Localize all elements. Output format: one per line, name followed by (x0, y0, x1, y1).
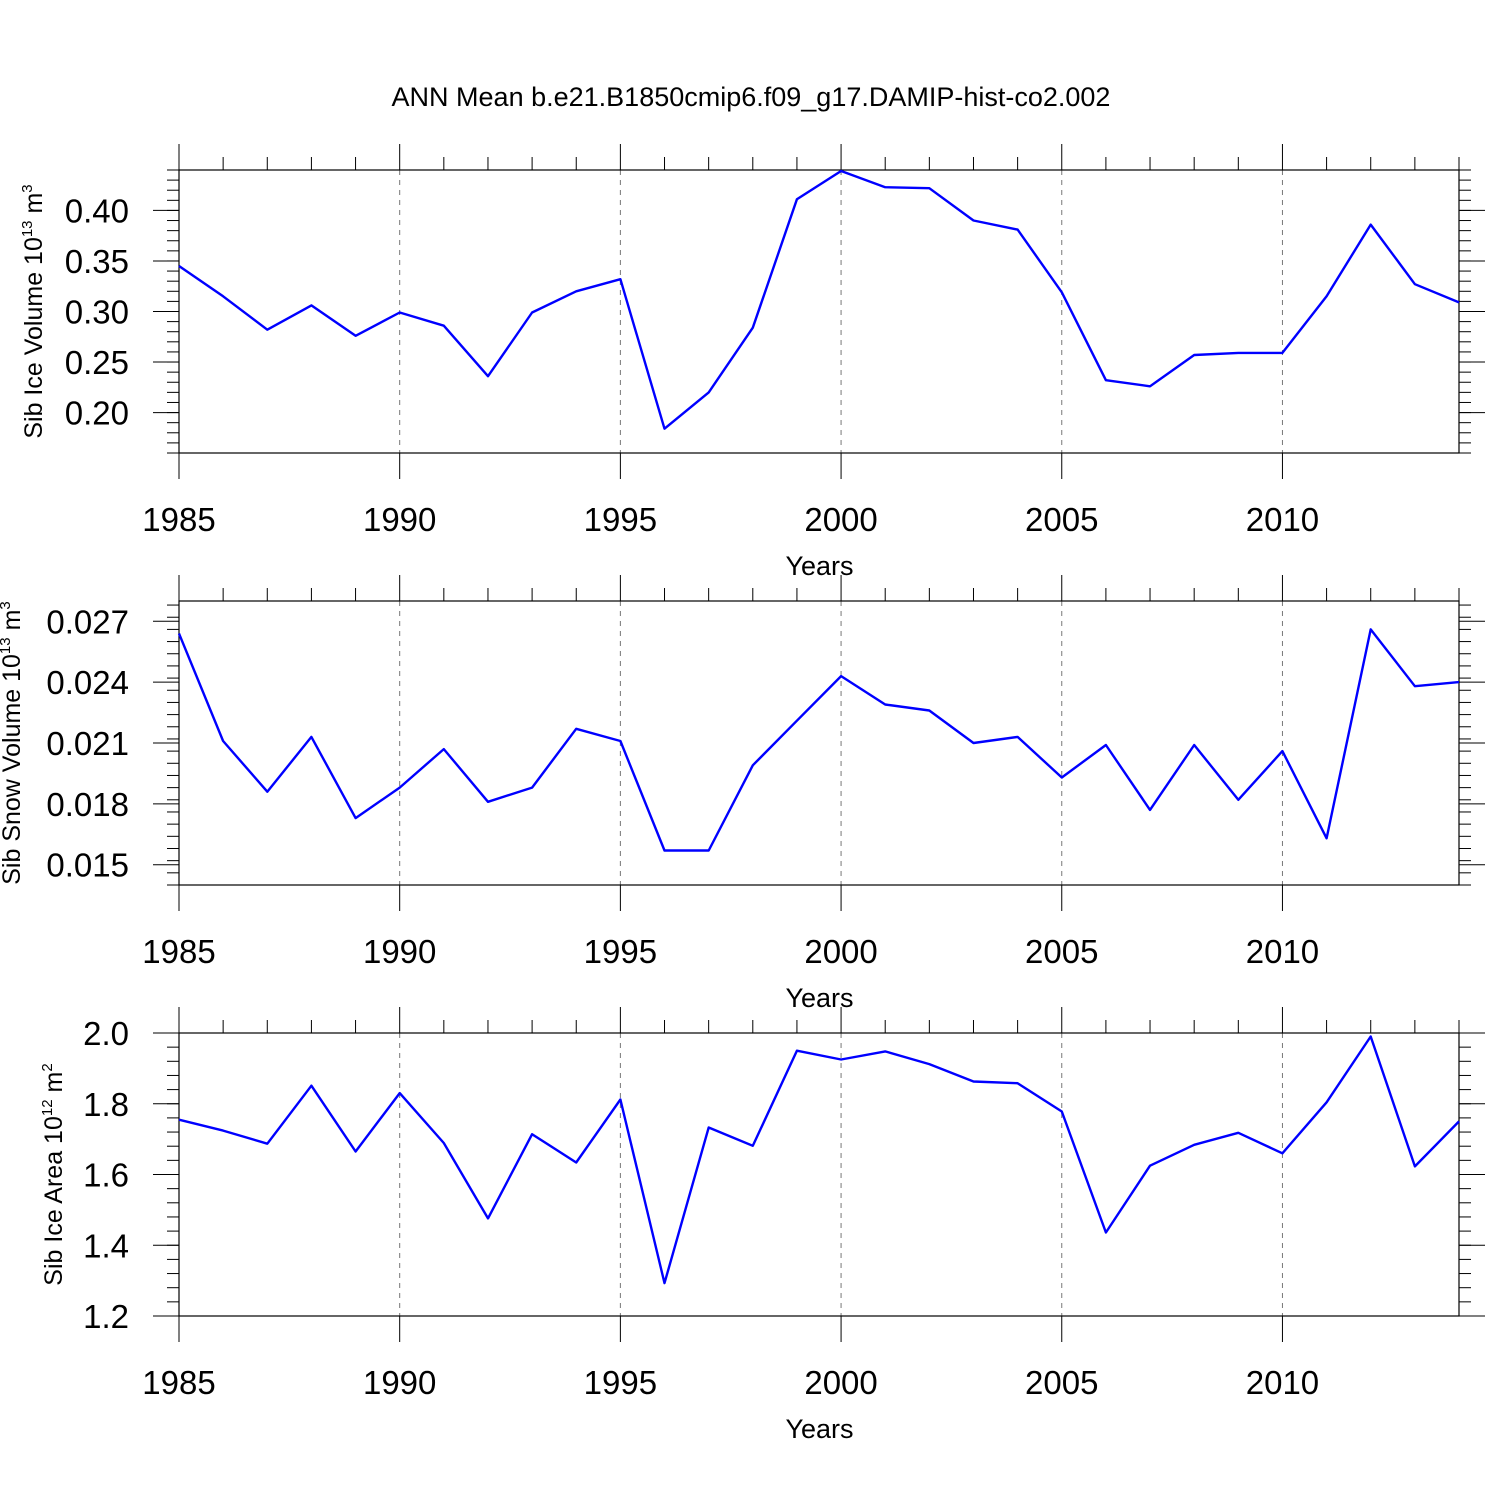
chart-title: ANN Mean b.e21.B1850cmip6.f09_g17.DAMIP-… (392, 82, 1111, 112)
x-axis-label: Years (785, 551, 853, 581)
y-tick-label: 0.015 (46, 847, 129, 884)
y-axis-label-exp: 12 (39, 1099, 56, 1116)
y-axis-label-unit: m (40, 1072, 68, 1100)
y-axis-label-text: Sib Ice Volume 10 (20, 237, 48, 439)
panel-sib-snow-volume: 0.015 0.018 0.021 0.024 0.027 1985 1990 1995 200… (0, 575, 1485, 1013)
y-axis-label-unit-exp: 2 (39, 1063, 56, 1071)
y-axis-label-text: Sib Snow Volume 10 (0, 654, 26, 885)
y-tick-label: 1.4 (83, 1227, 129, 1264)
x-tick-label: 2000 (804, 933, 877, 970)
y-axis-label-exp: 13 (19, 220, 36, 237)
x-tick-label: 1990 (363, 501, 436, 538)
x-axis-label: Years (785, 1414, 853, 1444)
y-tick-label: 0.30 (65, 294, 129, 331)
series-line (178, 169, 1460, 430)
x-tick-label: 1990 (363, 1364, 436, 1401)
x-tick-label: 2000 (804, 501, 877, 538)
y-tick-label: 0.018 (46, 786, 129, 823)
y-tick-label: 0.25 (65, 344, 129, 381)
y-axis-label-exp: 13 (0, 637, 14, 654)
x-tick-label: 1985 (142, 933, 215, 970)
x-tick-label: 1985 (142, 501, 215, 538)
y-axis-label: Sib Ice Area 1012 m2 (39, 1063, 68, 1285)
x-tick-label: 2005 (1025, 501, 1098, 538)
panel-sib-ice-volume: 0.20 0.25 0.30 0.35 0.40 1985 1990 1995 2000 2005… (19, 144, 1485, 581)
x-tick-label: 2010 (1246, 1364, 1319, 1401)
x-tick-label: 2010 (1246, 933, 1319, 970)
panel-sib-ice-area: 1.2 1.4 1.6 1.8 2.0 1985 1990 1995 2000 2005 2010 Y… (39, 1007, 1485, 1444)
y-axis-label: Sib Ice Volume 1013 m3 (19, 184, 48, 438)
plot-frame (178, 1032, 1460, 1317)
y-axis-label-unit-exp: 3 (19, 184, 36, 192)
plot-frame (178, 600, 1460, 886)
y-tick-label: 0.40 (65, 192, 129, 229)
plot-frame (178, 169, 1460, 454)
y-axis-label-unit: m (20, 193, 48, 221)
y-tick-label: 0.35 (65, 243, 129, 280)
y-tick-label: 2.0 (83, 1015, 129, 1052)
y-tick-label: 1.8 (83, 1086, 129, 1123)
x-tick-label: 1990 (363, 933, 436, 970)
x-tick-label: 2005 (1025, 1364, 1098, 1401)
y-tick-label: 1.2 (83, 1298, 129, 1335)
x-tick-label: 1995 (584, 501, 657, 538)
panels: 0.20 0.25 0.30 0.35 0.40 1985 1990 1995 2000 2005… (0, 144, 1485, 1444)
x-tick-label: 2000 (804, 1364, 877, 1401)
y-tick-label: 1.6 (83, 1157, 129, 1194)
y-tick-label: 0.021 (46, 725, 129, 762)
x-tick-label: 2010 (1246, 501, 1319, 538)
series-line (178, 1035, 1460, 1285)
x-tick-label: 1985 (142, 1364, 215, 1401)
y-axis-label: Sib Snow Volume 1013 m3 (0, 601, 26, 885)
x-axis-label: Years (785, 983, 853, 1013)
y-tick-label: 0.027 (46, 603, 129, 640)
y-tick-label: 0.20 (65, 395, 129, 432)
x-tick-label: 1995 (584, 933, 657, 970)
x-tick-label: 2005 (1025, 933, 1098, 970)
y-axis-label-unit-exp: 3 (0, 601, 14, 609)
y-axis-label-unit: m (0, 610, 26, 638)
series-line (177, 628, 1460, 852)
y-tick-label: 0.024 (46, 664, 129, 701)
y-axis-label-text: Sib Ice Area 10 (40, 1116, 68, 1286)
x-tick-label: 1995 (584, 1364, 657, 1401)
